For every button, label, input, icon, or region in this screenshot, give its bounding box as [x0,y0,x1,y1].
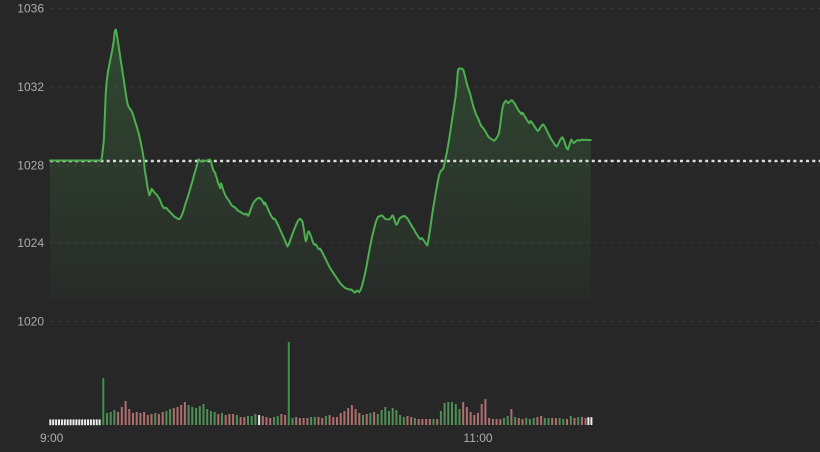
svg-text:11:00: 11:00 [463,431,492,445]
svg-text:1036: 1036 [17,2,44,16]
svg-text:9:00: 9:00 [40,431,64,445]
svg-text:1024: 1024 [17,236,44,250]
svg-text:1020: 1020 [17,315,44,329]
svg-text:1032: 1032 [17,80,44,94]
svg-text:1028: 1028 [17,159,44,173]
